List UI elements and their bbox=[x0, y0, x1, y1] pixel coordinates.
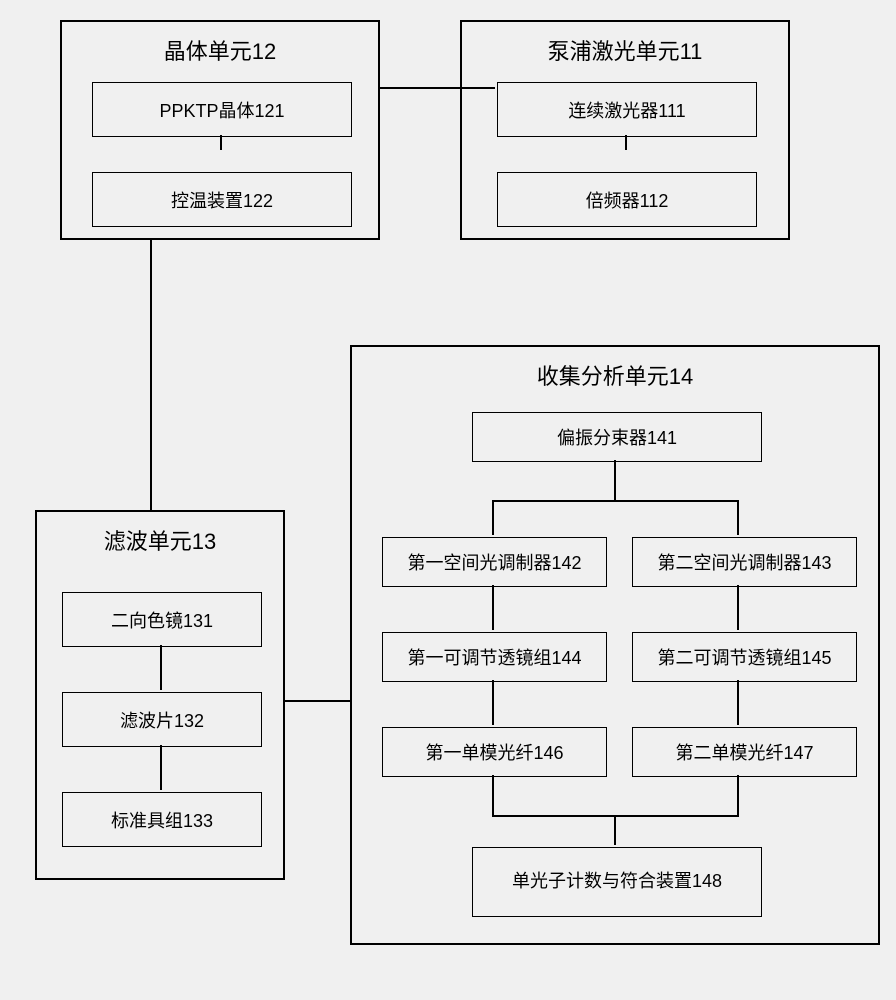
box-etalon: 标准具组133 bbox=[62, 792, 262, 847]
connector bbox=[160, 645, 162, 690]
box-freq-doubler: 倍频器112 bbox=[497, 172, 757, 227]
connector bbox=[737, 500, 739, 535]
unit-collect-title: 收集分析单元14 bbox=[352, 347, 878, 399]
box-lens1: 第一可调节透镜组144 bbox=[382, 632, 607, 682]
box-cw-laser: 连续激光器111 bbox=[497, 82, 757, 137]
connector bbox=[150, 240, 152, 510]
box-spcm: 单光子计数与符合装置148 bbox=[472, 847, 762, 917]
unit-collect: 收集分析单元14 偏振分束器141 第一空间光调制器142 第二空间光调制器14… bbox=[350, 345, 880, 945]
connector bbox=[492, 500, 494, 535]
connector bbox=[380, 87, 495, 89]
unit-filter: 滤波单元13 二向色镜131 滤波片132 标准具组133 bbox=[35, 510, 285, 880]
box-filter-plate: 滤波片132 bbox=[62, 692, 262, 747]
connector bbox=[492, 500, 737, 502]
connector bbox=[160, 745, 162, 790]
connector bbox=[625, 135, 627, 150]
connector bbox=[737, 680, 739, 725]
unit-crystal-title: 晶体单元12 bbox=[62, 22, 378, 74]
box-temp-control: 控温装置122 bbox=[92, 172, 352, 227]
connector bbox=[737, 585, 739, 630]
connector bbox=[614, 815, 616, 845]
box-pbs: 偏振分束器141 bbox=[472, 412, 762, 462]
connector bbox=[614, 460, 616, 500]
box-lens2: 第二可调节透镜组145 bbox=[632, 632, 857, 682]
box-slm1: 第一空间光调制器142 bbox=[382, 537, 607, 587]
connector bbox=[492, 585, 494, 630]
box-slm2: 第二空间光调制器143 bbox=[632, 537, 857, 587]
box-smf1: 第一单模光纤146 bbox=[382, 727, 607, 777]
connector bbox=[737, 775, 739, 815]
box-dichroic: 二向色镜131 bbox=[62, 592, 262, 647]
box-ppktp: PPKTP晶体121 bbox=[92, 82, 352, 137]
box-smf2: 第二单模光纤147 bbox=[632, 727, 857, 777]
unit-pump-title: 泵浦激光单元11 bbox=[462, 22, 788, 74]
connector bbox=[220, 135, 222, 150]
connector bbox=[492, 775, 494, 815]
unit-pump: 泵浦激光单元11 连续激光器111 倍频器112 bbox=[460, 20, 790, 240]
unit-crystal: 晶体单元12 PPKTP晶体121 控温装置122 bbox=[60, 20, 380, 240]
unit-filter-title: 滤波单元13 bbox=[37, 512, 283, 564]
connector bbox=[285, 700, 350, 702]
connector bbox=[492, 680, 494, 725]
